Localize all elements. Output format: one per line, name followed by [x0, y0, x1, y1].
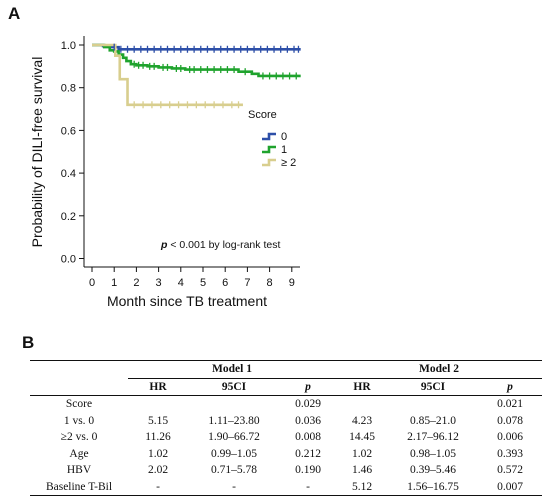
- km-curve-series-2: [92, 43, 243, 107]
- table-cell: 2.02: [147, 464, 169, 477]
- y-tick-label: 0.0: [61, 254, 76, 266]
- y-axis-title: Probability of DILI-free survival: [29, 57, 45, 248]
- table-cell: 4.23: [351, 414, 373, 427]
- legend-swatch: [262, 158, 276, 167]
- legend-title: Score: [248, 109, 277, 121]
- x-tick-label: 1: [111, 277, 117, 289]
- table-cell: 0.036: [295, 414, 321, 427]
- table-cell: 0.029: [295, 398, 321, 411]
- legend-swatch: [262, 145, 276, 154]
- table-cell: 0.008: [295, 431, 321, 444]
- legend: Score 01≥ 2: [248, 109, 296, 169]
- table-row: Baseline T-Bil - - -5.12 1.56–16.75 0.007: [30, 478, 542, 496]
- table-cell: 1.02: [147, 447, 169, 460]
- table-cell: [388, 396, 478, 413]
- cox-regression-table: Model 1 Model 2 HR 95CI p HR 95CI p Scor…: [30, 360, 542, 496]
- table-cell: [188, 396, 280, 413]
- x-tick-label: 6: [222, 277, 228, 289]
- row-label: ≥2 vs. 0: [60, 431, 98, 444]
- table-cell: 14.45: [349, 431, 375, 444]
- p-symbol: p: [160, 239, 168, 251]
- x-tick-label: 8: [267, 277, 273, 289]
- table-row: ≥2 vs. 0 11.26 1.90–66.72 0.008 14.45 2.17–96…: [30, 429, 542, 446]
- x-tick-label: 2: [133, 277, 139, 289]
- table-cell: 0.212: [295, 447, 321, 460]
- table-cell: 0.71–5.78: [211, 464, 257, 477]
- x-tick-label: 3: [156, 277, 162, 289]
- table-cell: 0.006: [497, 431, 523, 444]
- col-header: 95CI: [188, 378, 280, 396]
- panel-b-label: B: [22, 333, 35, 352]
- log-rank-annotation: p < 0.001 by log-rank test: [160, 239, 280, 251]
- x-tick-label: 4: [178, 277, 184, 289]
- model1-header: Model 1: [128, 360, 336, 379]
- table-row: 1 vs. 0 5.15 1.11–23.80 0.036 4.23 0.85–21.0 0…: [30, 413, 542, 430]
- table-cell: 1.46: [351, 464, 373, 477]
- table-cell: 0.99–1.05: [211, 447, 257, 460]
- table-cell: 0.85–21.0: [410, 414, 456, 427]
- table-cell: 0.078: [497, 414, 523, 427]
- col-header: HR: [336, 378, 388, 396]
- x-axis-title: Month since TB treatment: [107, 293, 267, 309]
- annotation-text: < 0.001 by log-rank test: [167, 239, 280, 251]
- table-cell: [128, 396, 188, 413]
- table-cell: 0.98–1.05: [410, 447, 456, 460]
- legend-entry: 1: [281, 144, 287, 156]
- table-cell: -: [188, 478, 280, 496]
- table-cell: 0.007: [478, 478, 542, 496]
- x-tick-label: 7: [244, 277, 250, 289]
- model2-header: Model 2: [336, 360, 542, 379]
- table-cell: 1.56–16.75: [388, 478, 478, 496]
- row-label: HBV: [66, 464, 92, 477]
- table-cell: -: [280, 478, 336, 496]
- col-header: p: [478, 378, 542, 396]
- table-cell: 11.26: [145, 431, 171, 444]
- y-tick-label: 0.8: [61, 83, 76, 95]
- label-col-header: [30, 378, 128, 396]
- table-cell: 0.190: [295, 464, 321, 477]
- table-cell: 2.17–96.12: [407, 431, 459, 444]
- panel-a-label: A: [8, 4, 21, 23]
- y-tick-label: 1.0: [61, 40, 76, 52]
- table-cell: 5.15: [147, 414, 169, 427]
- table-cell: 5.12: [336, 478, 388, 496]
- x-tick-label: 9: [289, 277, 295, 289]
- col-header: HR: [128, 378, 188, 396]
- table-cell: -: [128, 478, 188, 496]
- table-cell: 0.393: [497, 447, 523, 460]
- km-curve-series-0: [92, 43, 301, 51]
- y-tick-label: 0.4: [61, 168, 76, 180]
- table-cell: 1.90–66.72: [208, 431, 260, 444]
- col-header: 95CI: [388, 378, 478, 396]
- table-cell: 1.11–23.80: [208, 414, 260, 427]
- table-cell: [336, 396, 388, 413]
- table-row: Age 1.02 0.99–1.05 0.212 1.02 0.98–1.05 0.393: [30, 446, 542, 463]
- legend-swatch: [262, 132, 276, 141]
- row-label: Baseline T-Bil: [30, 478, 128, 496]
- y-tick-label: 0.6: [61, 125, 76, 137]
- x-tick-label: 0: [89, 277, 95, 289]
- table-cell: 0.021: [497, 398, 523, 411]
- row-label: 1 vs. 0: [63, 414, 95, 427]
- legend-entry: 0: [281, 131, 287, 143]
- row-label: Age: [69, 447, 89, 460]
- table-cell: 1.02: [351, 447, 373, 460]
- table-cell: 0.572: [497, 464, 523, 477]
- y-tick-label: 0.2: [61, 211, 76, 223]
- legend-entry: ≥ 2: [281, 157, 296, 169]
- table-row: HBV 2.02 0.71–5.78 0.190 1.46 0.39–5.46 0.572: [30, 462, 542, 479]
- x-tick-label: 5: [200, 277, 206, 289]
- col-header: p: [280, 378, 336, 396]
- corner-cell: [30, 360, 128, 378]
- table-row: Score 0.029 0.021: [30, 396, 542, 413]
- table-cell: 0.39–5.46: [410, 464, 456, 477]
- row-label: Score: [65, 398, 93, 411]
